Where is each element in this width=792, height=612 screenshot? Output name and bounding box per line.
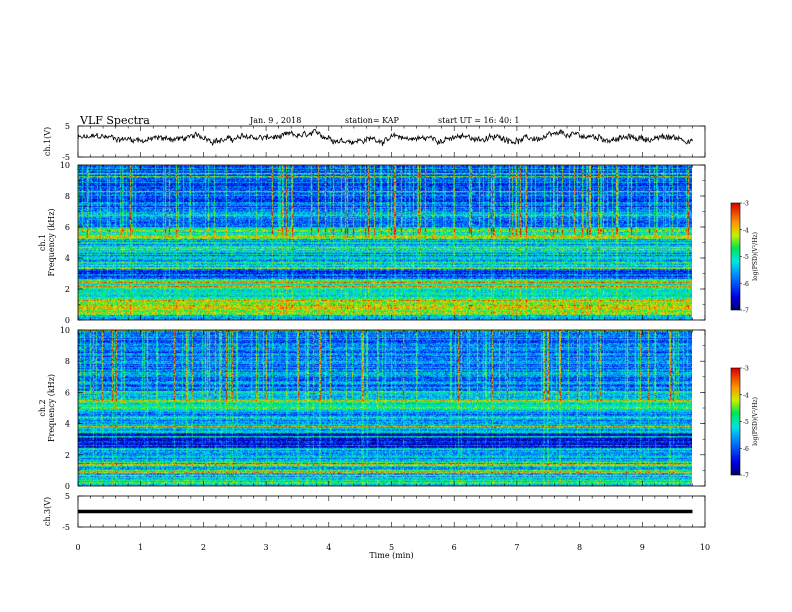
colorbar-tick-label: -5	[743, 254, 749, 261]
y-tick-label: 10	[60, 161, 70, 170]
ch1-spectrogram-colorbar	[731, 203, 740, 310]
y-tick-label: 0	[65, 316, 70, 325]
y-tick-label: 6	[65, 388, 70, 397]
ch1-voltage-ylabel: ch.1(V)	[43, 127, 52, 156]
x-tick-label: 5	[389, 543, 394, 552]
y-tick-label: 6	[65, 223, 70, 232]
ch2-spectrogram-ylabel: Frequency (kHz)	[47, 374, 56, 442]
colorbar-tick-label: -4	[743, 392, 749, 399]
x-tick-label: 10	[700, 543, 710, 552]
colorbar-tick-label: -6	[743, 281, 749, 288]
ch2-spectrogram-ylabel: ch.2	[38, 399, 47, 416]
x-tick-label: 6	[452, 543, 457, 552]
y-tick-label: 0	[65, 482, 70, 491]
x-axis-label: Time (min)	[369, 551, 413, 560]
chart-title: VLF Spectra	[80, 114, 150, 127]
colorbar-label: log(PSD)(V²/Hz)	[752, 397, 759, 446]
ch1-spectrogram-ylabel: ch.1	[38, 234, 47, 251]
colorbar-tick-label: -4	[743, 227, 749, 234]
x-tick-label: 4	[326, 543, 331, 552]
x-tick-label: 7	[514, 543, 519, 552]
colorbar-tick-label: -3	[743, 201, 749, 208]
ch2-spectrogram-image	[78, 330, 692, 486]
colorbar-tick-label: -3	[743, 366, 749, 373]
y-tick-label: 5	[65, 492, 70, 501]
colorbar-tick-label: -7	[743, 308, 749, 315]
colorbar-label: log(PSD)(V²/Hz)	[752, 232, 759, 281]
ch1-spectrogram-image	[78, 165, 692, 320]
y-tick-label: 2	[65, 285, 70, 294]
x-tick-label: 2	[201, 543, 206, 552]
ch1-spectrogram-ylabel: Frequency (kHz)	[47, 208, 56, 276]
y-tick-label: -5	[62, 523, 70, 532]
ch3-voltage-ylabel: ch.3(V)	[43, 497, 52, 526]
y-tick-label: 8	[65, 192, 70, 201]
start-time-label: start UT = 16: 40: 1	[438, 116, 520, 125]
y-tick-label: 10	[60, 326, 70, 335]
y-tick-label: -5	[62, 153, 70, 162]
y-tick-label: 4	[65, 420, 70, 429]
x-tick-label: 1	[138, 543, 143, 552]
y-tick-label: 4	[65, 254, 70, 263]
y-tick-label: 2	[65, 451, 70, 460]
y-tick-label: 5	[65, 122, 70, 131]
x-tick-label: 9	[640, 543, 645, 552]
ch2-spectrogram-colorbar	[731, 368, 740, 475]
x-tick-label: 8	[577, 543, 582, 552]
colorbar-tick-label: -5	[743, 419, 749, 426]
ch1-voltage-trace	[77, 128, 693, 147]
colorbar-tick-label: -7	[743, 473, 749, 480]
x-tick-label: 0	[75, 543, 80, 552]
station-label: station= KAP	[345, 116, 399, 125]
x-tick-label: 3	[264, 543, 269, 552]
date-label: Jan. 9 , 2018	[250, 116, 302, 125]
colorbar-tick-label: -6	[743, 446, 749, 453]
y-tick-label: 8	[65, 357, 70, 366]
